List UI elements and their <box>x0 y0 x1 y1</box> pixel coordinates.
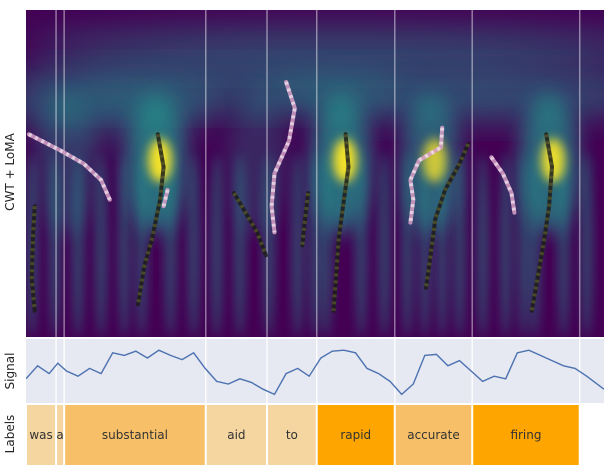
label-word-1: a <box>56 405 64 465</box>
heat-finger-4 <box>118 153 131 337</box>
heat-finger-11 <box>291 153 304 337</box>
heat-blob-core-0 <box>148 138 173 183</box>
label-text: was <box>29 428 52 442</box>
label-box <box>206 405 267 465</box>
loma-light-paths <box>26 79 517 235</box>
signal-background <box>26 339 604 403</box>
label-word-4: to <box>268 405 316 465</box>
label-word-5: rapid <box>317 405 394 465</box>
loma-dark-path-2 <box>424 142 471 290</box>
heat-finger-21 <box>499 153 512 337</box>
loma-light-path-dash-0 <box>269 81 297 233</box>
label-text: a <box>56 428 63 442</box>
loma-dark-path-dash-3 <box>529 133 555 312</box>
signal-line <box>26 349 604 396</box>
loma-dark-path-dash-0 <box>136 133 166 305</box>
labels-axis-label: Labels <box>3 415 17 454</box>
label-text: aid <box>227 428 245 442</box>
word-boundary-lines-signal <box>55 339 581 403</box>
label-box <box>268 405 316 465</box>
heat-band-3 <box>26 81 217 135</box>
heat-blob-core-1 <box>333 138 358 183</box>
label-box <box>65 405 205 465</box>
heat-blob-outer-4 <box>36 93 97 234</box>
label-text: rapid <box>340 428 371 442</box>
label-text: accurate <box>407 428 460 442</box>
word-boundary-lines-top <box>55 10 581 337</box>
loma-light-path-dash-2 <box>408 127 445 223</box>
loma-dark-path-dash-4 <box>29 206 37 311</box>
heatmap-blobs <box>36 93 580 234</box>
labels-panel: was a substantial aid to rapid accurate firing <box>27 405 579 465</box>
heat-finger-25 <box>580 153 593 337</box>
heat-finger-3 <box>95 153 108 337</box>
label-box <box>57 405 64 465</box>
loma-dark-path-dash-6 <box>300 192 311 246</box>
cwt-axis-label: CWT + LoMA <box>3 132 17 210</box>
heat-finger-7 <box>187 153 200 337</box>
loma-dark-path-dash-5 <box>232 192 268 257</box>
label-word-7: firing <box>473 405 579 465</box>
heat-band-0 <box>26 29 604 69</box>
label-box <box>395 405 472 465</box>
heat-finger-15 <box>378 153 391 337</box>
label-box <box>27 405 56 465</box>
label-text: to <box>286 428 298 442</box>
signal-panel <box>26 339 604 403</box>
label-word-6: accurate <box>395 405 472 465</box>
label-word-3: aid <box>206 405 267 465</box>
heat-finger-8 <box>210 153 223 337</box>
heat-finger-20 <box>476 153 489 337</box>
loma-dark-path-dash-1 <box>331 134 351 311</box>
loma-dark-paths <box>29 132 555 313</box>
signal-axis-label: Signal <box>3 353 17 390</box>
label-box <box>317 405 394 465</box>
label-word-0: was <box>27 405 56 465</box>
loma-light-path-dash-4 <box>161 189 170 207</box>
label-text: substantial <box>102 428 168 442</box>
label-text: firing <box>510 428 541 442</box>
heat-finger-19 <box>453 153 466 337</box>
loma-light-path-dash-3 <box>489 156 517 213</box>
label-word-2: substantial <box>65 405 205 465</box>
cwt-heatmap-panel <box>26 10 604 337</box>
loma-light-path-dash-1 <box>27 132 112 201</box>
label-box <box>473 405 579 465</box>
